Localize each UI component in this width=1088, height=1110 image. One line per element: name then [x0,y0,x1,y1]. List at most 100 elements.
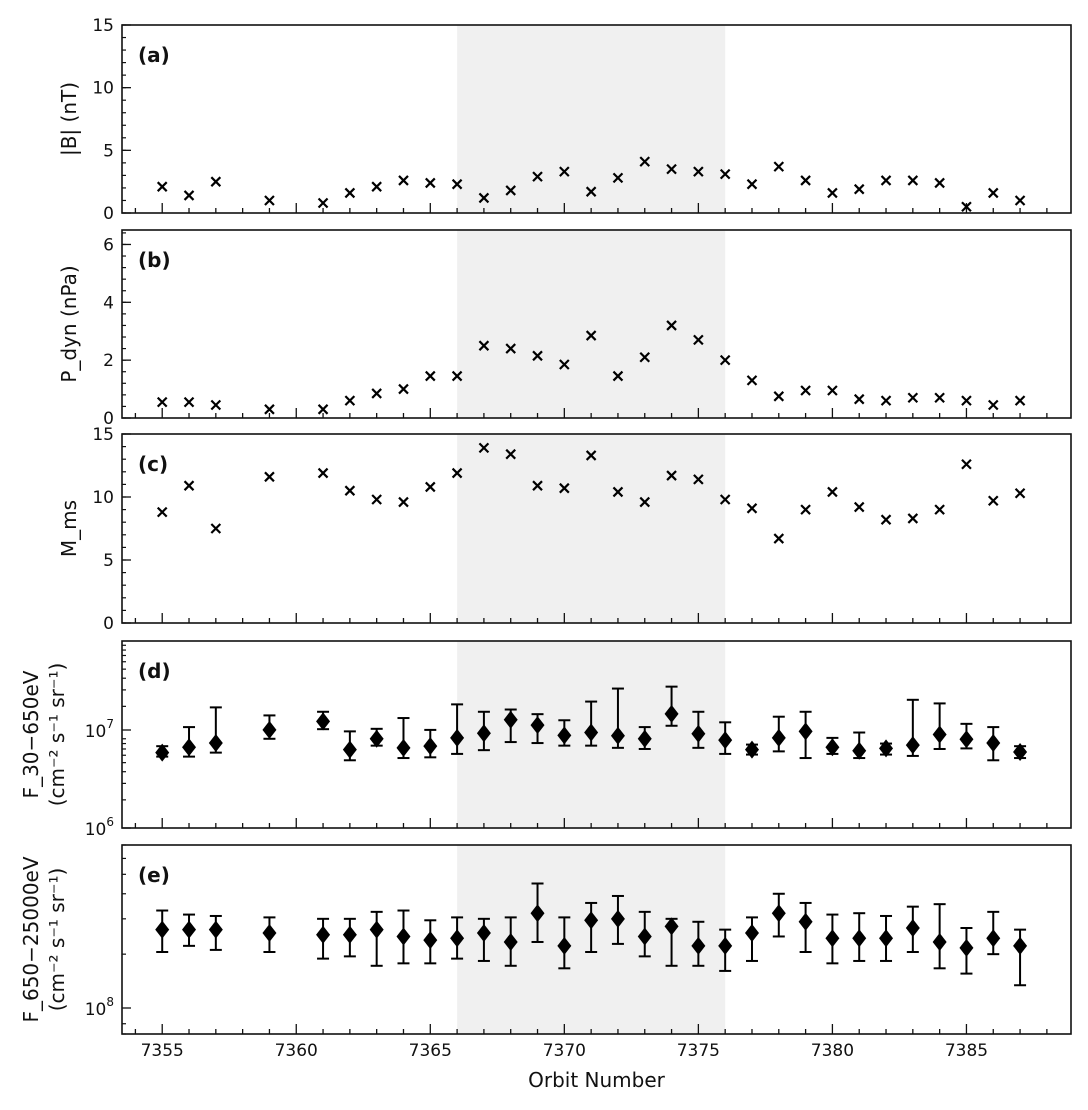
data-point [478,442,490,454]
data-point [798,901,813,954]
data-point [182,913,197,947]
data-point [639,496,651,508]
diamond-marker [557,936,572,955]
data-point [450,916,465,960]
y-tick-label: 2 [103,351,114,371]
diamond-marker [155,743,170,762]
y-tick-label: 10 [92,488,114,508]
data-point [208,914,223,951]
data-point [505,343,516,354]
data-point [744,916,759,962]
x-tick-label: 7355 [141,1041,184,1061]
data-point [880,395,892,406]
data-point [532,480,543,491]
data-point [773,391,785,402]
data-point [451,370,463,382]
data-point [1014,395,1026,406]
data-point [371,388,382,399]
diamond-marker [932,932,947,951]
data-point [183,190,195,201]
diamond-marker [530,716,545,735]
data-point [371,181,382,192]
data-point [1014,487,1026,499]
diamond-marker [771,904,786,923]
diamond-marker [852,929,867,948]
data-point [451,467,463,479]
data-point [639,156,651,167]
diamond-marker [423,931,438,950]
data-point [664,685,679,727]
data-point [398,383,409,395]
diamond-marker [530,904,545,923]
axes-frame [121,433,1072,624]
data-point [825,736,840,757]
y-axis-label: P_dyn (nPa) [57,265,81,382]
panel-label: (a) [138,43,170,67]
data-point [718,928,733,972]
diamond-marker [584,723,599,742]
data-point [905,698,920,757]
data-point [800,175,811,186]
data-point [961,201,972,213]
data-point [264,195,275,206]
data-point [825,913,840,965]
data-point [423,919,438,965]
diamond-marker [879,929,894,948]
data-point [853,393,865,405]
y-tick-label: 106 [85,815,114,840]
diamond-marker [825,929,840,948]
data-point [1014,195,1026,206]
diamond-marker [959,730,974,749]
data-point [666,320,677,331]
data-point [156,181,168,192]
data-point [907,513,919,524]
data-point [371,494,382,505]
data-point [666,163,677,175]
tick-base: 10 [85,722,107,742]
data-point [182,726,197,758]
x-tick-label: 7360 [275,1041,318,1061]
data-point [746,503,758,514]
diamond-marker [423,737,438,756]
diamond-marker [852,741,867,760]
diamond-marker [691,936,706,955]
diamond-marker [342,740,357,759]
y-axis-label-line1: F_650−25000eV [19,856,43,1022]
diamond-marker [959,938,974,957]
data-point [827,486,838,498]
diamond-marker [1013,742,1028,761]
data-point [585,450,597,461]
data-point [476,710,491,752]
data-point [959,927,974,975]
diamond-marker [369,920,384,939]
data-point [584,901,599,954]
data-point [987,495,999,507]
data-point [879,739,894,758]
data-point [156,396,168,408]
data-point [262,916,277,954]
data-point [691,710,706,749]
data-point [907,175,919,186]
data-point [210,523,222,534]
diamond-marker [771,728,786,747]
data-point [476,917,491,962]
data-point [530,713,545,745]
y-tick-label: 5 [103,551,114,571]
data-point [210,399,222,411]
panel-label: (c) [138,452,168,476]
data-point [317,197,329,209]
data-point [827,385,838,396]
data-point [693,334,704,346]
diamond-marker [905,736,920,755]
data-point [559,482,570,494]
data-point [664,917,679,967]
diamond-marker [879,739,894,758]
tick-exponent: 7 [106,717,114,731]
diamond-marker [503,932,518,951]
y-tick-label: 4 [103,293,114,313]
data-point [262,714,277,740]
diamond-marker [932,725,947,744]
data-point [719,354,731,366]
